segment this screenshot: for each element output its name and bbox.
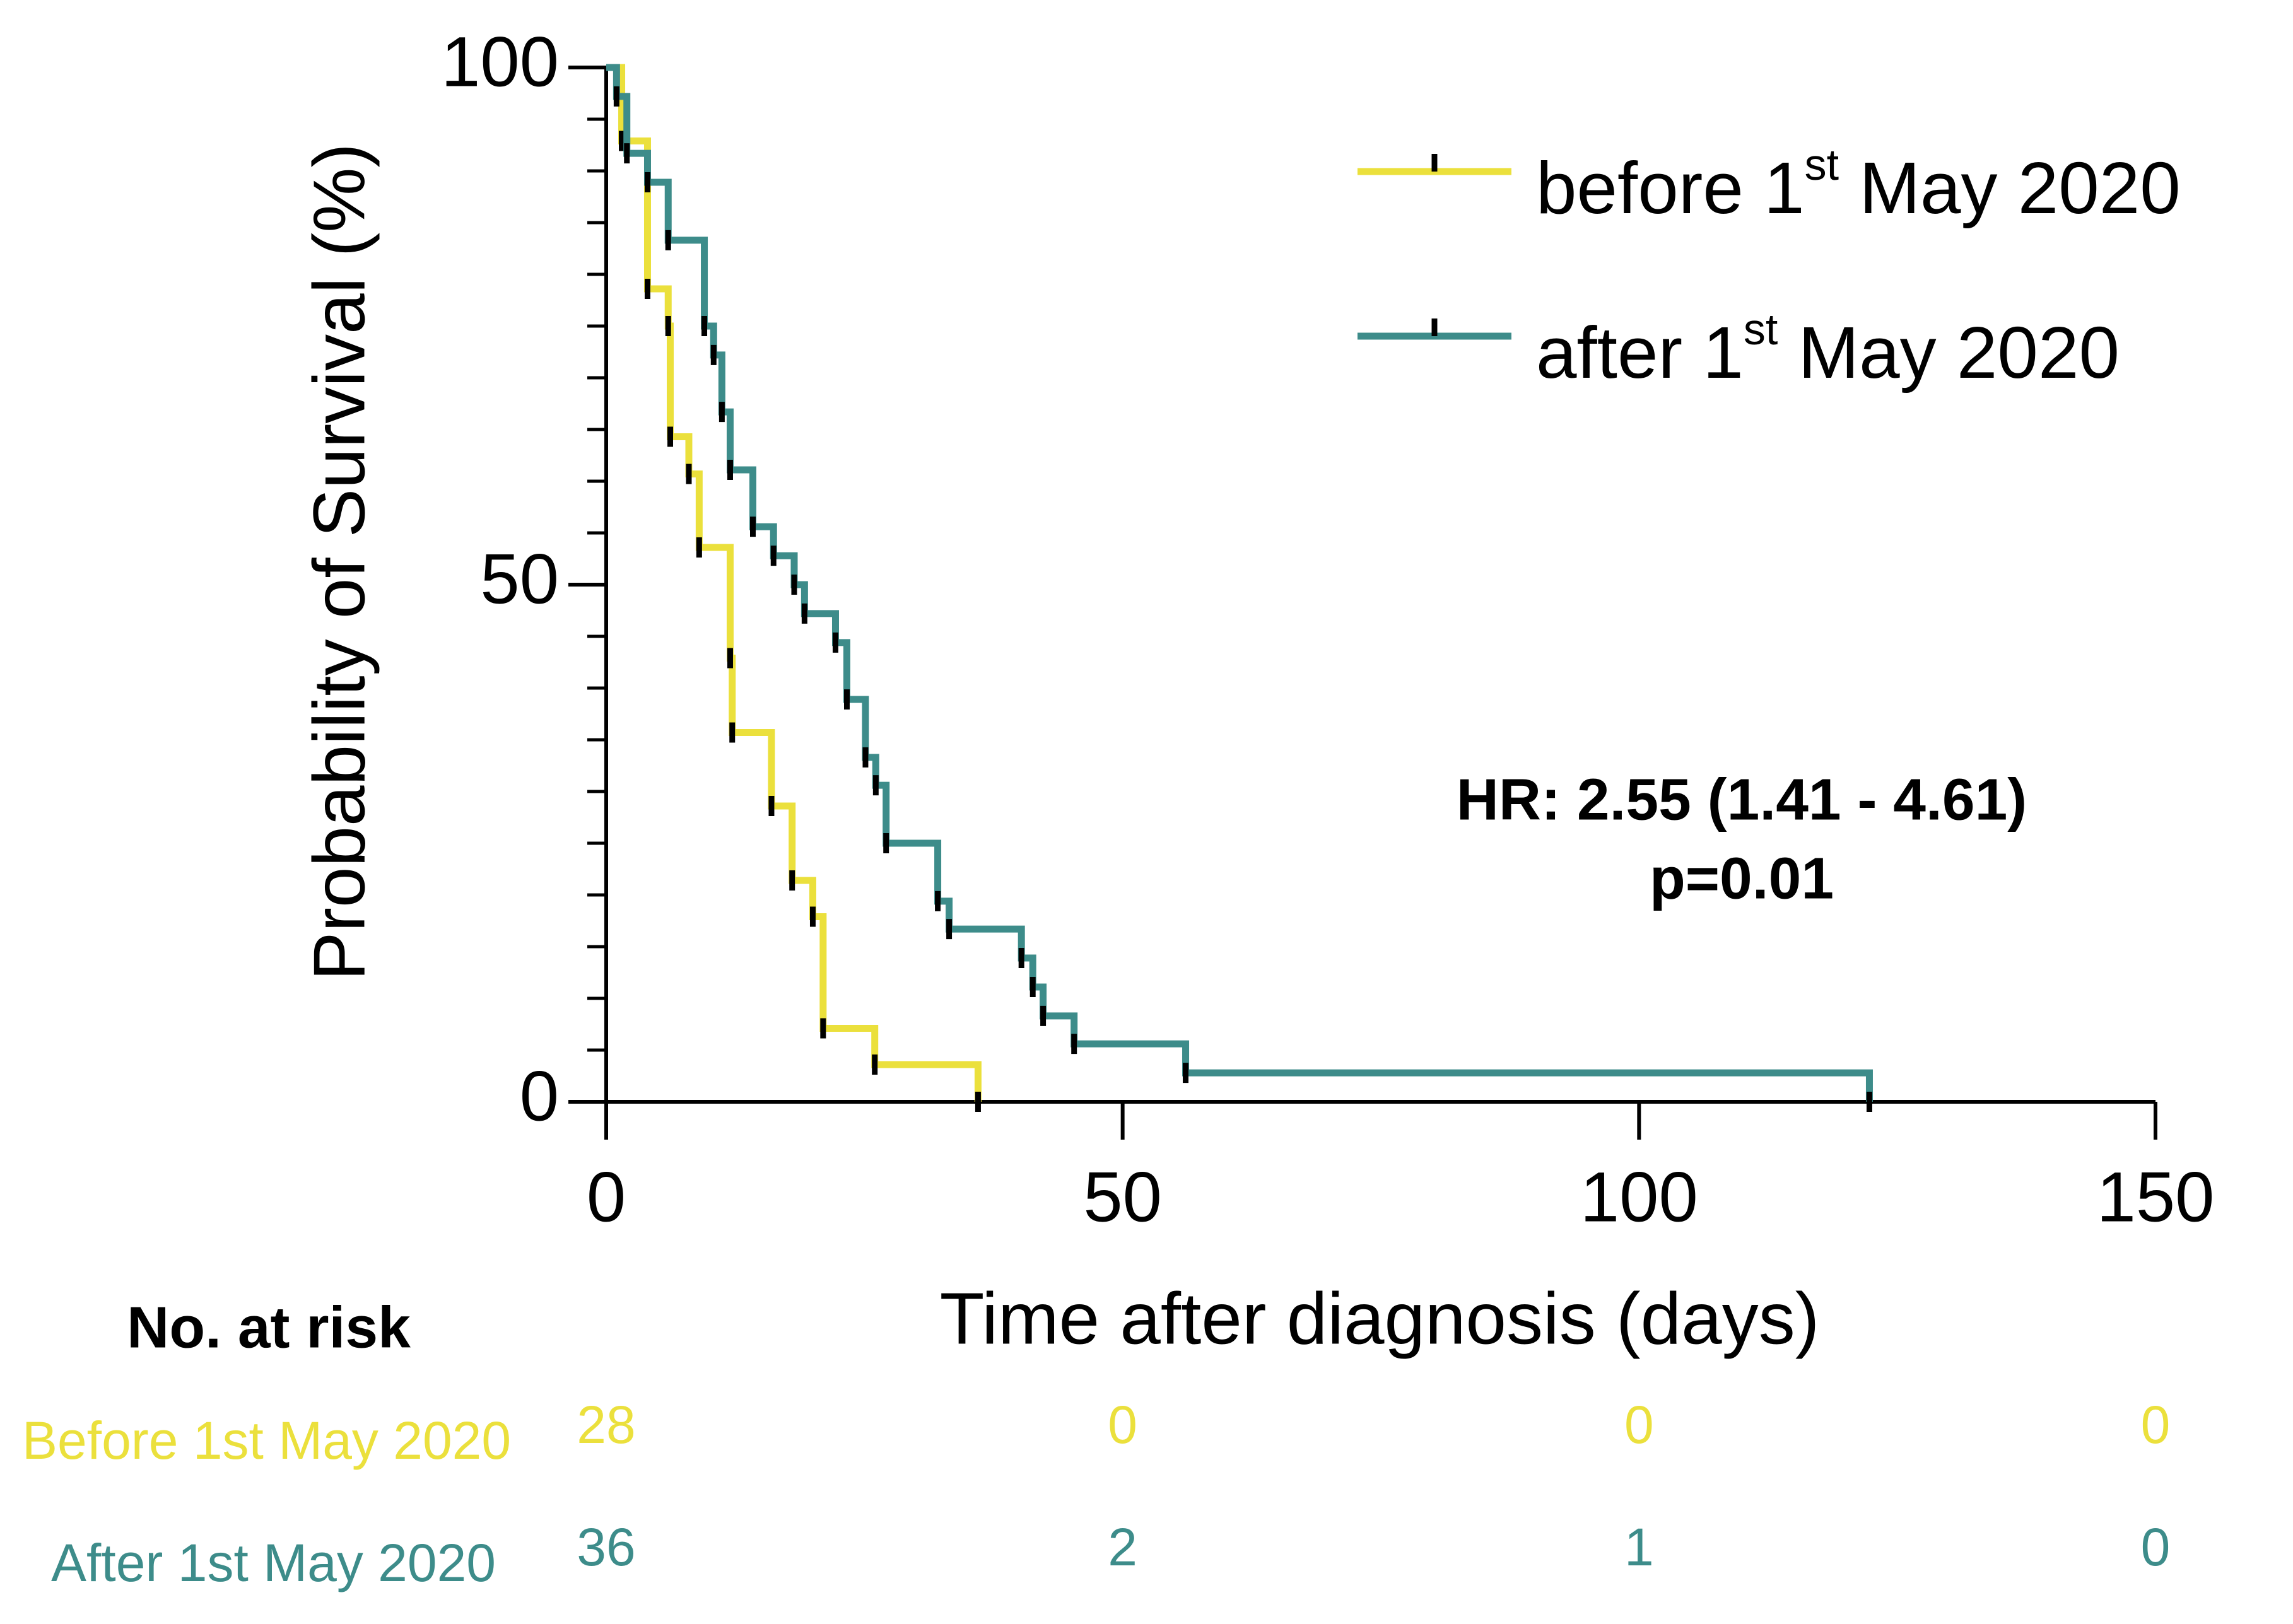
x-tick-label: 0 <box>587 1158 626 1237</box>
annotation: HR: 2.55 (1.41 - 4.61) <box>1457 767 2027 832</box>
y-tick-label: 100 <box>441 23 559 102</box>
risk-table-title: No. at risk <box>127 1295 411 1360</box>
y-tick-label: 0 <box>520 1057 559 1136</box>
legend-label: before 1st May 2020 <box>1536 140 2181 228</box>
x-axis-title: Time after diagnosis (days) <box>940 1278 1820 1360</box>
x-tick-label: 150 <box>2097 1158 2215 1237</box>
risk-count: 0 <box>1108 1395 1137 1454</box>
x-tick-label: 50 <box>1083 1158 1162 1237</box>
risk-count: 0 <box>1624 1395 1654 1454</box>
y-tick-label: 50 <box>480 540 559 619</box>
y-axis-title: Probability of Survival (%) <box>298 143 380 981</box>
risk-count: 1 <box>1624 1517 1654 1577</box>
risk-count: 0 <box>2141 1517 2171 1577</box>
annotation: p=0.01 <box>1650 846 1834 911</box>
legend-label: after 1st May 2020 <box>1536 305 2120 393</box>
risk-row-label: Before 1st May 2020 <box>22 1411 511 1470</box>
risk-count: 36 <box>577 1517 635 1577</box>
x-tick-label: 100 <box>1580 1158 1698 1237</box>
risk-row-label: After 1st May 2020 <box>51 1533 496 1592</box>
risk-count: 28 <box>577 1395 635 1454</box>
risk-count: 2 <box>1108 1517 1137 1577</box>
risk-count: 0 <box>2141 1395 2171 1454</box>
